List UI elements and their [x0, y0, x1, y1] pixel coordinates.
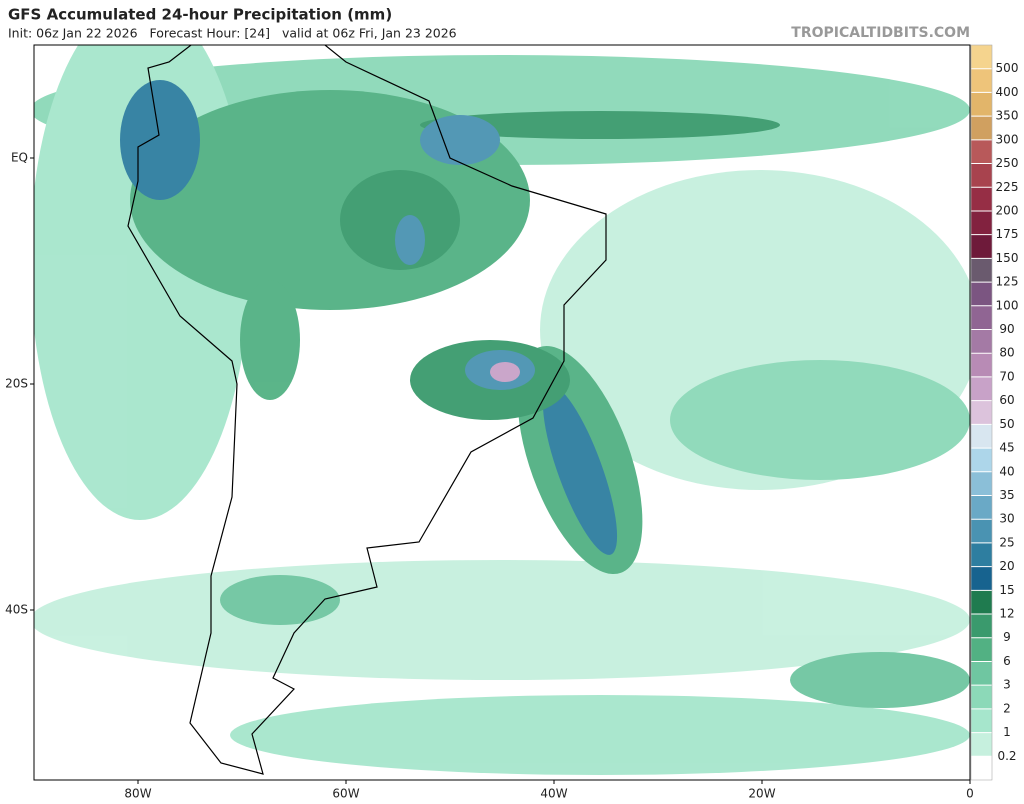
- colorbar-band: [970, 68, 993, 93]
- lat-label: 20S: [5, 377, 28, 391]
- colorbar-label: 6: [1003, 654, 1011, 668]
- colorbar-band: [970, 637, 993, 662]
- colorbar-band: [970, 471, 993, 496]
- lon-label: 80W: [124, 787, 151, 801]
- lon-label: 40W: [540, 787, 567, 801]
- colorbar-band: [970, 613, 993, 638]
- colorbar-band: [970, 258, 993, 283]
- colorbar-label: 90: [999, 322, 1014, 336]
- colorbar-label: 100: [996, 298, 1019, 312]
- precip-field: [34, 45, 970, 775]
- colorbar-label: 250: [996, 156, 1019, 170]
- colorbar-label: 80: [999, 346, 1014, 360]
- colorbar-label: 35: [999, 488, 1014, 502]
- colorbar-band: [970, 115, 993, 140]
- colorbar-band: [970, 685, 993, 710]
- colorbar-band: [970, 447, 993, 472]
- colorbar-label: 0.2: [997, 749, 1016, 763]
- colorbar-band: [970, 519, 993, 544]
- colorbar-band: [970, 495, 993, 520]
- colorbar-label: 15: [999, 583, 1014, 597]
- colorbar-label: 60: [999, 393, 1014, 407]
- colorbar-label: 45: [999, 441, 1014, 455]
- lon-label: 0: [966, 787, 974, 801]
- colorbar-band: [970, 187, 993, 212]
- colorbar-label: 25: [999, 535, 1014, 549]
- colorbar-label: 3: [1003, 678, 1011, 692]
- lat-label: 40S: [5, 603, 28, 617]
- subtitle: Init: 06z Jan 22 2026 Forecast Hour: [24…: [8, 26, 457, 41]
- coastline: [127, 45, 607, 775]
- colorbar-band: [970, 92, 993, 117]
- lon-label: 20W: [748, 787, 775, 801]
- colorbar-label: 40: [999, 464, 1014, 478]
- colorbar-label: 50: [999, 417, 1014, 431]
- colorbar-band: [970, 353, 993, 378]
- map-frame: [33, 44, 971, 781]
- title: GFS Accumulated 24-hour Precipitation (m…: [8, 6, 392, 24]
- colorbar-label: 225: [996, 180, 1019, 194]
- colorbar-band: [970, 424, 993, 449]
- colorbar-label: 12: [999, 607, 1014, 621]
- colorbar-band: [970, 542, 993, 567]
- colorbar-band: [970, 590, 993, 615]
- colorbar-band: [970, 139, 993, 164]
- colorbar-band: [970, 400, 993, 425]
- colorbar-band: [970, 329, 993, 354]
- colorbar-label: 200: [996, 203, 1019, 217]
- colorbar-label: 350: [996, 109, 1019, 123]
- colorbar-band: [970, 376, 993, 401]
- colorbar-band: [970, 44, 993, 69]
- colorbar-band: [970, 281, 993, 306]
- colorbar-band: [970, 661, 993, 686]
- colorbar-label: 9: [1003, 630, 1011, 644]
- colorbar-label: 2: [1003, 701, 1011, 715]
- colorbar-label: 500: [996, 61, 1019, 75]
- colorbar-label: 1: [1003, 725, 1011, 739]
- colorbar-label: 20: [999, 559, 1014, 573]
- colorbar-band: [970, 732, 993, 757]
- colorbar-band: [970, 566, 993, 591]
- colorbar-band: [970, 756, 993, 781]
- lat-label: EQ: [11, 151, 28, 165]
- colorbar-band: [970, 305, 993, 330]
- colorbar-band: [970, 210, 993, 235]
- colorbar-label: 30: [999, 512, 1014, 526]
- colorbar-label: 400: [996, 85, 1019, 99]
- colorbar-label: 125: [996, 275, 1019, 289]
- colorbar-band: [970, 708, 993, 733]
- map-area: [34, 45, 970, 780]
- colorbar-frame: [970, 44, 993, 781]
- colorbar-label: 70: [999, 369, 1014, 383]
- colorbar-band: [970, 163, 993, 188]
- colorbar-band: [970, 234, 993, 259]
- site-credit: TROPICALTIDBITS.COM: [791, 25, 970, 41]
- colorbar-label: 175: [996, 227, 1019, 241]
- lon-label: 60W: [332, 787, 359, 801]
- colorbar-label: 300: [996, 132, 1019, 146]
- colorbar-label: 150: [996, 251, 1019, 265]
